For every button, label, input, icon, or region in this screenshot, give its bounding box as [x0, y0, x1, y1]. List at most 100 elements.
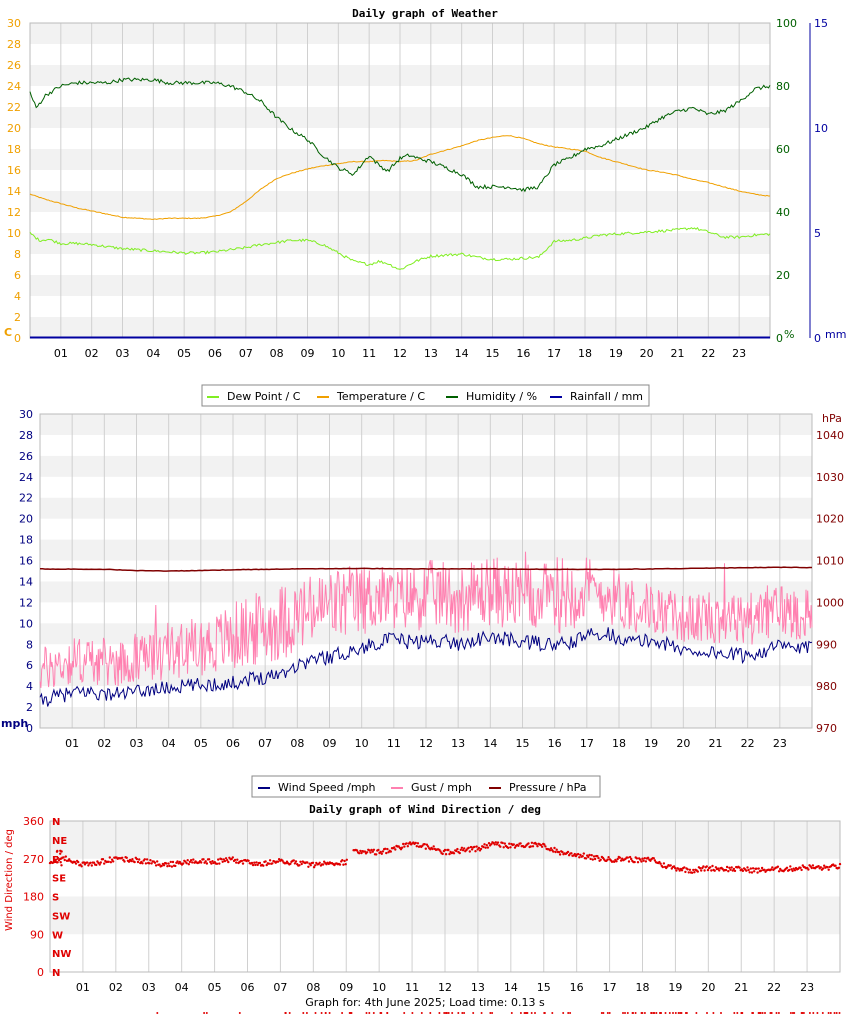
calm-mark [659, 1012, 661, 1014]
wind-axis-tick: 14 [19, 575, 33, 588]
wind-axis-tick: 0 [26, 722, 33, 735]
direction-point [536, 845, 539, 848]
direction-point [92, 861, 96, 864]
direction-point [205, 862, 209, 865]
temp-axis-tick: 20 [7, 122, 21, 135]
direction-point [443, 848, 447, 852]
weather-hour-label: 21 [671, 347, 685, 360]
footer-text: Graph for: 4th June 2025; Load time: 0.1… [305, 996, 545, 1009]
direction-point [221, 860, 224, 863]
direction-point [566, 850, 570, 854]
direction-point [112, 860, 115, 863]
legend-label: Wind Speed /mph [278, 781, 376, 794]
calm-mark [569, 1012, 572, 1014]
direction-point [529, 845, 532, 848]
temp-axis-tick: 2 [14, 311, 21, 324]
direction-point [452, 852, 456, 855]
temp-axis-tick: 6 [14, 269, 21, 282]
direction-point [400, 846, 404, 849]
direction-point [207, 858, 211, 861]
direction-point [618, 856, 622, 859]
direction-point [755, 867, 758, 870]
direction-point [108, 856, 112, 859]
direction-point [725, 865, 729, 869]
compass-label: NW [52, 949, 71, 960]
calm-mark [205, 1012, 208, 1014]
direction-point [493, 843, 496, 846]
direction-point [355, 849, 359, 852]
calm-mark [562, 1012, 565, 1014]
direction-point [292, 859, 295, 862]
calm-mark [510, 1012, 513, 1014]
direction-point [557, 850, 561, 854]
direction-point [702, 865, 705, 868]
direction-point [168, 864, 171, 868]
direction-hour-label: 04 [175, 981, 189, 994]
direction-point [131, 858, 134, 861]
direction-point [341, 859, 344, 862]
calm-mark [341, 1012, 344, 1014]
weather-hour-label: 07 [239, 347, 253, 360]
weather-hour-label: 13 [424, 347, 438, 360]
direction-point [834, 864, 837, 867]
direction-point [368, 849, 371, 852]
direction-point [381, 850, 385, 853]
calm-mark [777, 1012, 780, 1014]
direction-point [107, 860, 110, 863]
wind-frame [39, 413, 813, 729]
wind-axis-tick: 2 [26, 701, 33, 714]
compass-label: NE [52, 836, 67, 847]
direction-point [693, 871, 696, 874]
humidity-axis-unit: % [784, 328, 794, 341]
direction-point [793, 869, 797, 872]
direction-point [760, 866, 764, 870]
wind-axis-tick: 18 [19, 534, 33, 547]
direction-point [640, 860, 643, 863]
calm-mark [789, 1012, 792, 1014]
direction-point [394, 848, 397, 851]
direction-point [103, 862, 106, 865]
direction-point [210, 862, 213, 865]
calm-mark [632, 1012, 635, 1014]
direction-point [415, 845, 418, 848]
direction-point [342, 863, 345, 866]
direction-point [615, 860, 618, 863]
weather-legend-box [201, 384, 650, 407]
pressure-axis-tick: 980 [816, 680, 837, 693]
direction-point [384, 847, 387, 850]
direction-point [281, 859, 284, 862]
direction-point [56, 856, 60, 860]
direction-point [630, 857, 633, 861]
direction-point [276, 860, 280, 863]
calm-mark [302, 1012, 305, 1014]
direction-point [495, 843, 499, 846]
legend-label: Humidity / % [466, 390, 537, 403]
weather-hour-label: 14 [455, 347, 469, 360]
direction-point [267, 862, 271, 865]
direction-point [189, 859, 193, 862]
wind-hour-label: 15 [516, 737, 530, 750]
weather-hour-label: 05 [177, 347, 191, 360]
weather-hour-label: 17 [547, 347, 561, 360]
calm-mark [751, 1012, 754, 1014]
calm-mark [838, 1012, 841, 1014]
direction-point [424, 847, 427, 850]
direction-point [389, 850, 392, 853]
direction-point [121, 856, 124, 859]
direction-axis-title: Wind Direction / deg [4, 829, 15, 931]
direction-point [587, 855, 590, 859]
calm-mark [534, 1012, 536, 1014]
direction-point [98, 863, 101, 866]
direction-point [745, 869, 748, 872]
direction-point [675, 869, 678, 872]
calm-mark [624, 1012, 626, 1014]
direction-point [770, 868, 773, 871]
direction-point [553, 846, 556, 850]
direction-point [589, 857, 592, 861]
direction-hour-label: 19 [668, 981, 682, 994]
direction-point [160, 864, 163, 868]
direction-point [593, 857, 597, 861]
direction-point [479, 847, 483, 851]
direction-point [224, 857, 228, 860]
direction-point [819, 866, 822, 869]
